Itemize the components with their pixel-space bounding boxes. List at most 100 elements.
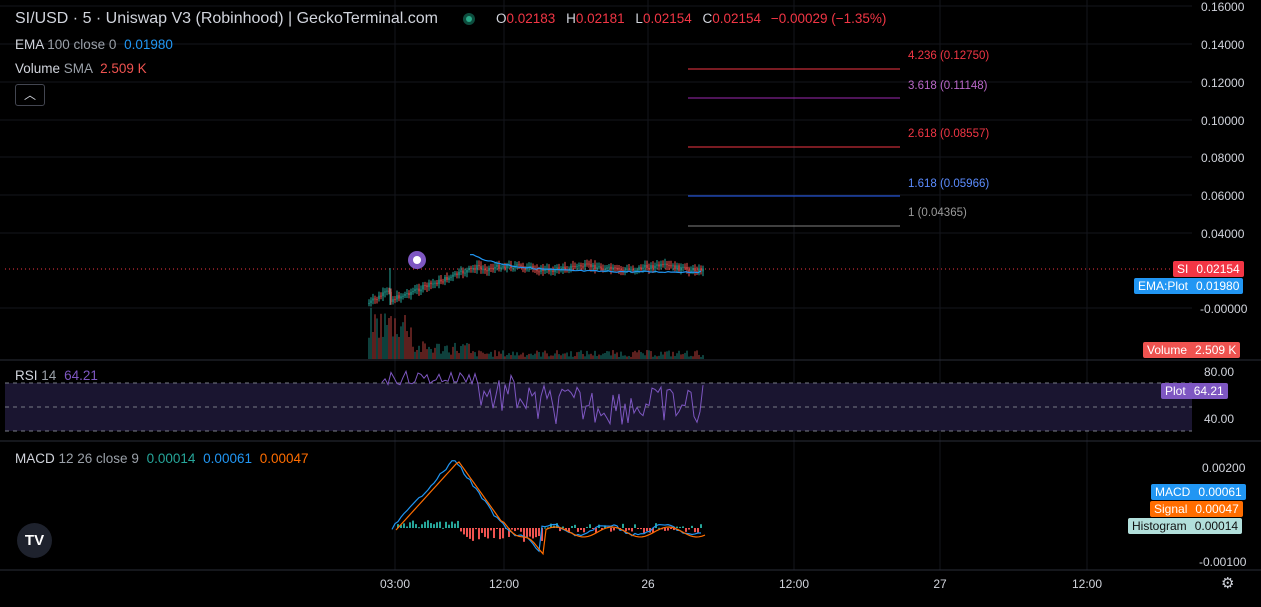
fib-level-label: 4.236 (0.12750) bbox=[908, 50, 990, 62]
volume-bar bbox=[592, 355, 594, 359]
candle-body bbox=[592, 264, 594, 268]
candle-body bbox=[482, 268, 484, 270]
volume-bar bbox=[462, 344, 464, 359]
candle-body bbox=[630, 269, 632, 271]
volume-bar bbox=[650, 351, 652, 359]
macd-histogram-bar bbox=[556, 523, 558, 528]
collapse-legend-button[interactable]: ︿ bbox=[15, 84, 45, 106]
volume-bar bbox=[394, 318, 396, 359]
volume-bar bbox=[626, 356, 628, 359]
candle-body bbox=[602, 268, 604, 271]
volume-bar bbox=[586, 350, 588, 359]
macd-legend[interactable]: MACD 12 26 close 9 0.00014 0.00061 0.000… bbox=[15, 451, 309, 466]
volume-bar bbox=[536, 350, 538, 359]
macd-hist-value: 0.00014 bbox=[146, 451, 196, 466]
candle-body bbox=[622, 269, 624, 271]
candle-body bbox=[386, 290, 388, 292]
volume-bar bbox=[548, 356, 550, 359]
volume-bar bbox=[416, 350, 418, 359]
candle-body bbox=[598, 266, 600, 268]
volume-bar bbox=[556, 350, 558, 359]
candle-body bbox=[498, 264, 500, 270]
candle-body bbox=[604, 269, 606, 271]
macd-histogram-bar bbox=[670, 528, 672, 529]
candle-body bbox=[536, 269, 538, 272]
volume-bar bbox=[526, 355, 528, 359]
macd-histogram-bar bbox=[517, 528, 519, 530]
candle-body bbox=[404, 294, 406, 296]
candle-body bbox=[686, 266, 688, 270]
candle-body bbox=[558, 267, 560, 271]
macd-histogram-bar bbox=[688, 528, 690, 530]
volume-bar bbox=[474, 352, 476, 359]
gear-icon[interactable]: ⚙ bbox=[1221, 575, 1235, 592]
candle-body bbox=[666, 263, 668, 266]
candle-body bbox=[594, 264, 596, 270]
macd-histogram-bar bbox=[478, 528, 480, 540]
volume-legend[interactable]: Volume SMA 2.509 K bbox=[15, 61, 147, 76]
candle-body bbox=[492, 268, 494, 270]
candle-body bbox=[682, 266, 684, 268]
volume-bar bbox=[472, 351, 474, 359]
volume-bar bbox=[610, 355, 612, 359]
low-value: 0.02154 bbox=[642, 11, 692, 26]
tradingview-logo[interactable]: TV bbox=[17, 523, 52, 558]
volume-bar bbox=[670, 356, 672, 359]
volume-bar bbox=[542, 352, 544, 359]
price-axis-label: -0.00000 bbox=[1200, 302, 1248, 316]
candle-body bbox=[652, 265, 654, 269]
candle-body bbox=[544, 268, 546, 272]
volume-bar bbox=[520, 354, 522, 359]
volume-bar bbox=[460, 346, 462, 359]
candle-body bbox=[432, 283, 434, 285]
macd-histogram-bar bbox=[484, 528, 486, 537]
candle-body bbox=[460, 270, 462, 272]
price-axis-label: 0.12000 bbox=[1201, 76, 1245, 90]
volume-bar bbox=[466, 343, 468, 359]
volume-bar bbox=[672, 351, 674, 359]
ema-legend[interactable]: EMA 100 close 0 0.01980 bbox=[15, 37, 173, 52]
macd-histogram-bar bbox=[487, 528, 489, 539]
volume-bar bbox=[388, 317, 390, 359]
macd-histogram-bar bbox=[631, 528, 633, 532]
candle-body bbox=[434, 282, 436, 284]
macd-histogram-bar bbox=[646, 528, 648, 532]
volume-bar bbox=[624, 355, 626, 359]
high-value: 0.02181 bbox=[575, 11, 625, 26]
candle-body bbox=[554, 268, 556, 273]
time-axis-label: 12:00 bbox=[488, 577, 520, 591]
macd-histogram-bar bbox=[436, 522, 438, 528]
volume-bar bbox=[514, 355, 516, 359]
macd-histogram-bar bbox=[523, 528, 525, 542]
volume-bar bbox=[646, 350, 648, 359]
rsi-tag: Plot 64.21 bbox=[1161, 383, 1228, 399]
macd-histogram-bar bbox=[589, 524, 591, 528]
candle-body bbox=[610, 266, 612, 270]
macd-histogram-bar bbox=[535, 528, 537, 538]
volume-bar bbox=[504, 356, 506, 359]
candle-body bbox=[458, 271, 460, 276]
candle-body bbox=[632, 269, 634, 271]
macd-histogram-bar bbox=[586, 526, 588, 528]
macd-histogram-bar bbox=[550, 523, 552, 528]
volume-bar bbox=[616, 352, 618, 359]
volume-bar bbox=[580, 350, 582, 359]
volume-bar bbox=[424, 343, 426, 359]
volume-bar bbox=[660, 351, 662, 359]
candle-body bbox=[396, 295, 398, 300]
volume-bar bbox=[516, 352, 518, 359]
candle-body bbox=[436, 282, 438, 285]
volume-bar bbox=[440, 353, 442, 359]
rsi-legend[interactable]: RSI 14 64.21 bbox=[15, 368, 98, 383]
candle-body bbox=[468, 267, 470, 271]
volume-bar bbox=[606, 351, 608, 359]
macd-histogram-bar bbox=[649, 528, 651, 533]
volume-bar bbox=[598, 354, 600, 359]
volume-bar bbox=[686, 350, 688, 359]
candle-body bbox=[418, 288, 420, 292]
candle-body bbox=[406, 293, 408, 295]
volume-bar bbox=[390, 316, 392, 359]
volume-bar bbox=[562, 353, 564, 359]
macd-histogram-bar bbox=[433, 524, 435, 528]
